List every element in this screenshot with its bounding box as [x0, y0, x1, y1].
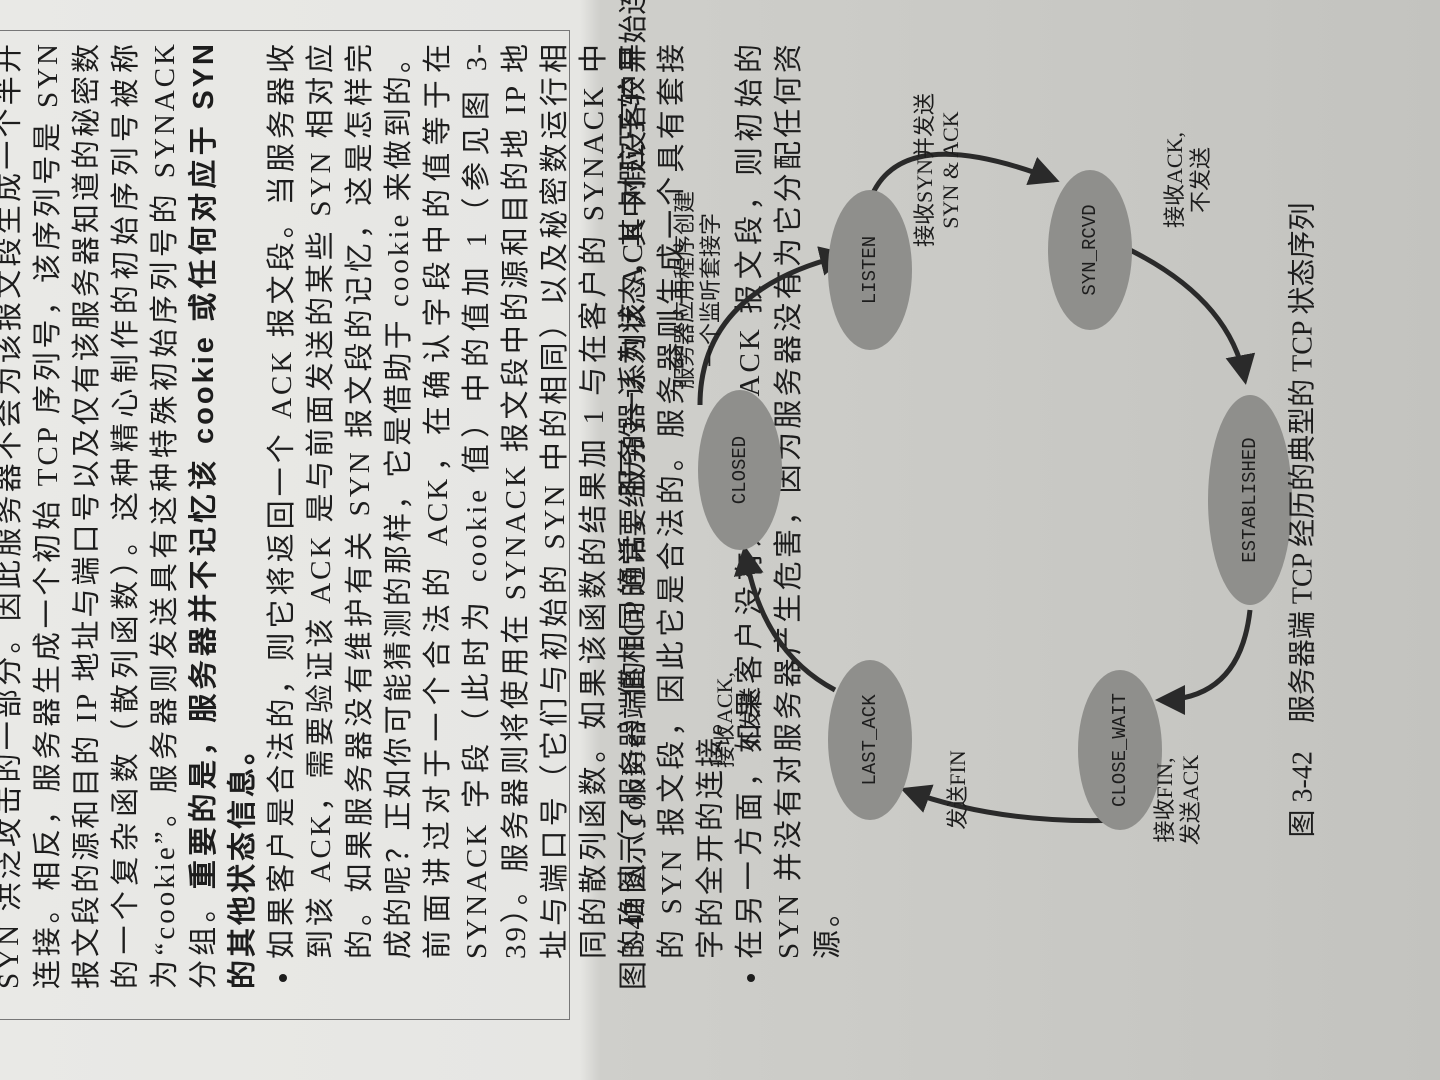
edge-label: 服务器应用程序创建 — [672, 191, 697, 389]
state-node — [1048, 170, 1132, 330]
state-label: SYN_RCVD — [1079, 204, 1101, 295]
state-node — [698, 390, 782, 550]
edge-label: 接收FIN, — [1152, 758, 1177, 843]
state-node — [828, 660, 912, 820]
arrow — [867, 151, 1060, 201]
figure-caption: 图 3-42 服务器端 TCP 经历的典型的 TCP 状态序列 — [1286, 203, 1318, 838]
edge-label: 发送FIN — [945, 750, 970, 830]
state-label: ESTABLISHED — [1239, 437, 1261, 562]
state-node — [828, 190, 912, 350]
arrow — [697, 246, 850, 406]
arrow — [733, 545, 837, 693]
arrow — [900, 784, 1121, 824]
edge-label: SYN & ACK — [938, 111, 963, 228]
edge-label: 发送ACK — [1178, 755, 1203, 846]
arrow — [1128, 247, 1256, 385]
arrow — [1155, 609, 1253, 715]
state-node — [1208, 395, 1292, 605]
edge-label: 一个监听套接字 — [698, 213, 723, 367]
edge-label: 不发送 — [738, 687, 763, 753]
edge-label: 接收ACK, — [712, 672, 737, 768]
state-label: CLOSE_WAIT — [1109, 693, 1131, 807]
state-label: LAST_ACK — [859, 694, 881, 786]
state-node — [1078, 670, 1162, 830]
edge-label: 接收SYN并发送 — [912, 93, 937, 247]
edge-label: 不发送 — [1188, 147, 1213, 213]
edge-label: 接收ACK, — [1162, 132, 1187, 228]
state-label: LISTEN — [859, 236, 881, 304]
state-label: CLOSED — [729, 436, 751, 504]
